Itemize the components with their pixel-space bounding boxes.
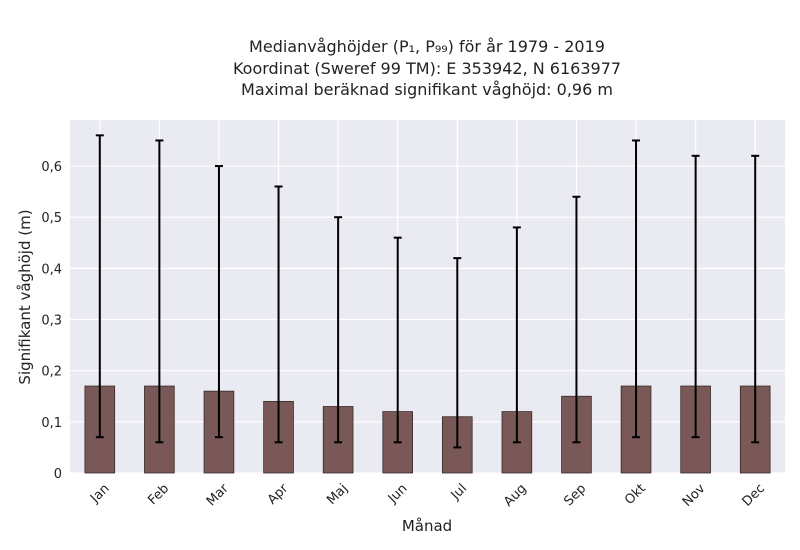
x-tick-label-apr: Apr (265, 481, 292, 508)
y-tick-label-2: 0,2 (41, 365, 62, 380)
x-tick-label-sep: Sep (561, 481, 589, 509)
error-bar-feb (155, 139, 164, 444)
error-bars (95, 134, 760, 449)
y-tick-label-1: 0,1 (41, 416, 62, 431)
x-tick-label-jun: Jun (385, 481, 411, 507)
y-tick-label-4: 0,4 (41, 262, 62, 277)
error-bar-jun (393, 236, 402, 444)
x-tick-label-jul: Jul (448, 481, 470, 503)
error-bar-sep (572, 195, 581, 444)
x-tick-label-mar: Mar (204, 481, 232, 509)
y-tick-label-0: 0 (54, 467, 62, 482)
chart-title: Medianvåghöjder (P₁, P₉₉) för år 1979 - … (233, 37, 621, 99)
y-tick-label-3: 0,3 (41, 314, 62, 329)
x-tick-label-okt: Okt (622, 481, 649, 508)
chart-title-line-2: Koordinat (Sweref 99 TM): E 353942, N 61… (233, 59, 621, 78)
chart-title-line-1: Medianvåghöjder (P₁, P₉₉) för år 1979 - … (249, 37, 605, 56)
error-bar-dec (751, 154, 760, 444)
error-bar-jan (95, 134, 104, 439)
y-axis-label: Signifikant våghöjd (m) (16, 209, 34, 384)
error-bar-mar (214, 165, 223, 439)
error-bar-apr (274, 185, 283, 444)
x-axis-label: Månad (402, 517, 452, 535)
y-tick-label-5: 0,5 (41, 211, 62, 226)
x-tick-label-maj: Maj (324, 481, 351, 508)
error-bar-maj (334, 216, 343, 444)
y-axis-ticks: 0 0,1 0,2 0,3 0,4 0,5 0,6 (41, 160, 62, 482)
x-tick-label-nov: Nov (680, 481, 709, 510)
x-tick-label-jan: Jan (87, 481, 112, 506)
plot-area (70, 120, 785, 473)
x-axis-ticks: Jan Feb Mar Apr Maj Jun Jul Aug Sep Okt Nov Dec (87, 481, 768, 510)
error-bar-nov (691, 154, 700, 439)
x-tick-label-dec: Dec (740, 481, 768, 509)
error-bar-jul (453, 257, 462, 449)
x-tick-label-feb: Feb (145, 481, 172, 508)
y-tick-label-6: 0,6 (41, 160, 62, 175)
chart-title-line-3: Maximal beräknad signifikant våghöjd: 0,… (241, 80, 613, 99)
x-tick-label-aug: Aug (501, 481, 530, 510)
error-bar-okt (632, 139, 641, 439)
error-bar-aug (512, 226, 521, 444)
